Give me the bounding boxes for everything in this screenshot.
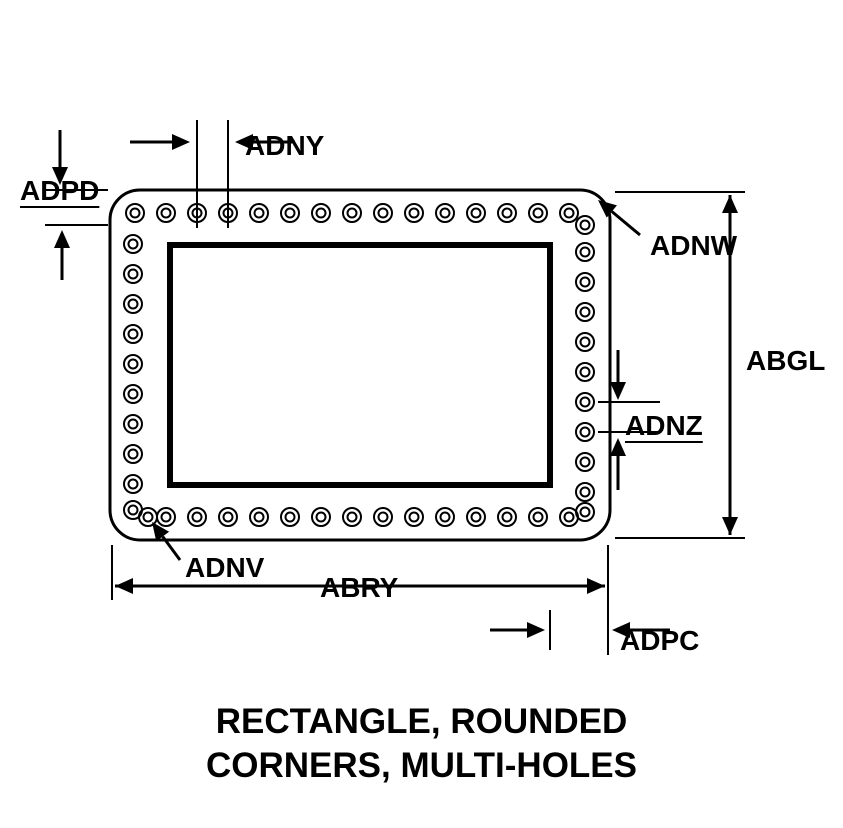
label-adny: ADNY [245,130,324,162]
title-line2: CORNERS, MULTI-HOLES [206,746,637,785]
label-abry: ABRY [320,572,398,604]
label-adnv: ADNV [185,552,264,584]
label-abgl: ABGL [746,345,825,377]
diagram-title: RECTANGLE, ROUNDED CORNERS, MULTI-HOLES [0,700,843,788]
label-adnz: ADNZ [625,410,703,442]
label-adpd: ADPD [20,175,99,207]
label-adpc: ADPC [620,625,699,657]
diagram-container: ADPD ADNY ADNW ABGL ADNZ ABRY ADNV ADPC … [0,0,843,828]
label-adnw: ADNW [650,230,737,262]
title-line1: RECTANGLE, ROUNDED [216,702,628,741]
